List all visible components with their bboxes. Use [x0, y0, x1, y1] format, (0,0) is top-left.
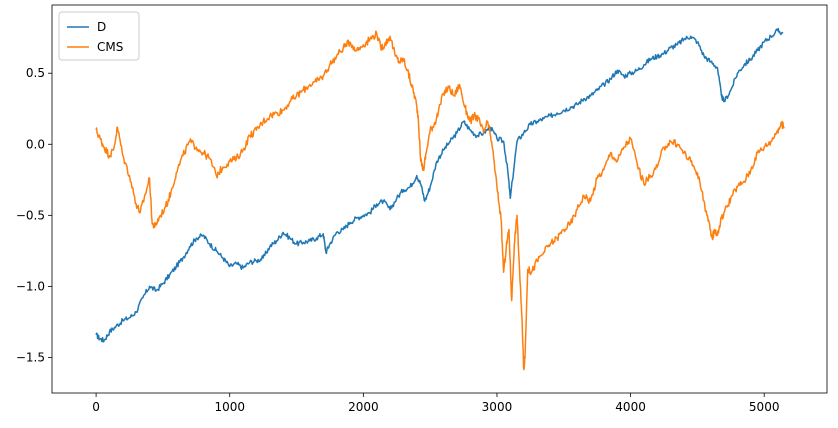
y-tick-label: 0.5	[26, 66, 45, 80]
y-tick-label: −1.0	[16, 279, 45, 293]
legend-label-d: D	[97, 20, 106, 34]
x-tick-label: 2000	[348, 400, 379, 414]
y-tick-label: −0.5	[16, 208, 45, 222]
x-axis: 0 1000 2000 3000 4000 5000	[92, 393, 779, 414]
x-tick-label: 5000	[749, 400, 780, 414]
plot-frame	[51, 4, 828, 394]
series-line-d	[95, 27, 784, 343]
series-line-cms	[95, 30, 785, 371]
y-tick-label: 0.0	[26, 137, 45, 151]
legend: D CMS	[58, 11, 140, 61]
x-tick-label: 4000	[615, 400, 646, 414]
y-axis: −1.5 −1.0 −0.5 0.0 0.5	[16, 66, 52, 364]
legend-label-cms: CMS	[97, 40, 123, 54]
x-tick-label: 3000	[482, 400, 513, 414]
series-layer	[95, 27, 785, 371]
y-tick-label: −1.5	[16, 350, 45, 364]
legend-box	[58, 11, 140, 61]
x-tick-label: 1000	[214, 400, 245, 414]
x-tick-label: 0	[92, 400, 100, 414]
